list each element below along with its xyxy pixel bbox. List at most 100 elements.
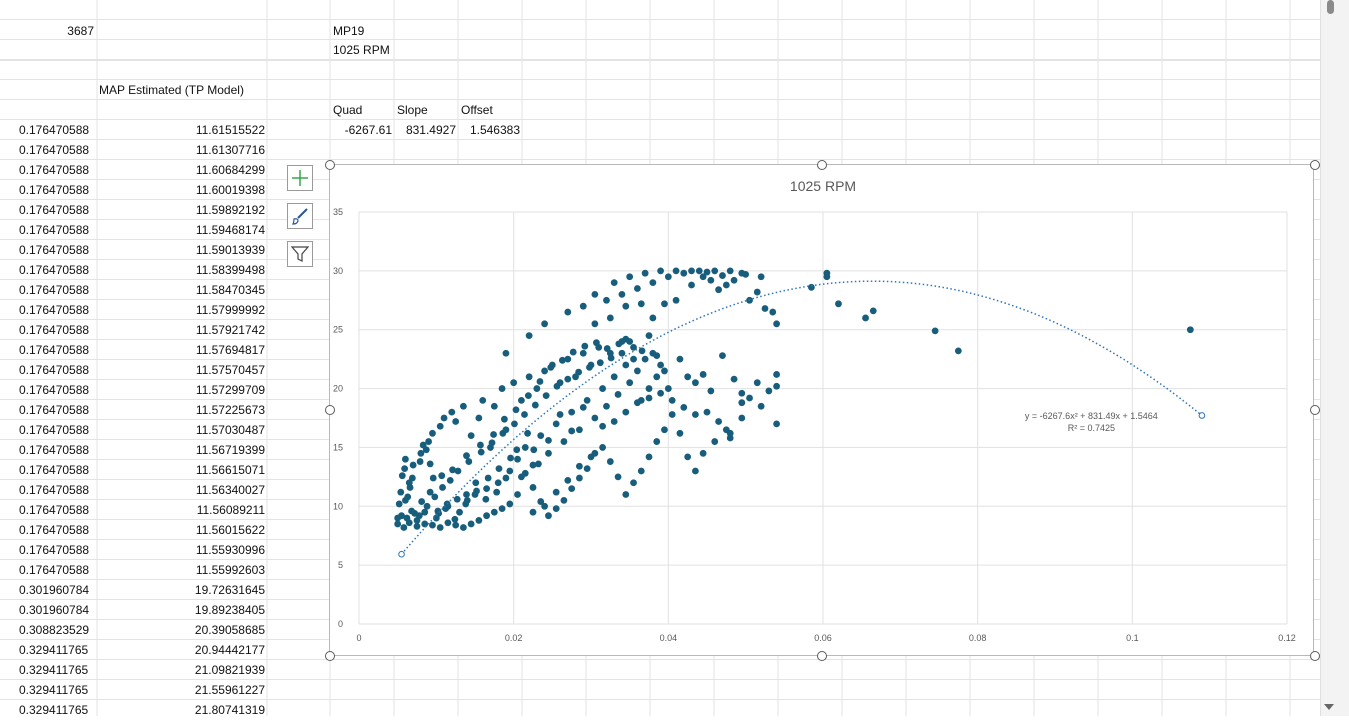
scatter-chart[interactable]: 1025 RPM 0 5 10 15 20 25 30 35 0 0.02 0.04 0.06 0.08 0… <box>329 164 1314 656</box>
table-row-col-b[interactable]: 11.60684299 <box>195 163 265 177</box>
table-row-col-b[interactable]: 11.55930996 <box>195 543 265 557</box>
table-row-col-b[interactable]: 11.57225673 <box>195 403 265 417</box>
cell-quad-value[interactable]: -6267.61 <box>344 123 392 137</box>
table-row-col-a[interactable]: 0.176470588 <box>19 503 90 517</box>
cell-d1[interactable]: MP19 <box>333 24 365 38</box>
table-row-col-b[interactable]: 19.89238405 <box>194 603 265 617</box>
table-row-col-b[interactable]: 19.72631645 <box>194 583 265 597</box>
trendline[interactable] <box>400 280 1203 555</box>
table-row-col-b[interactable]: 11.57299709 <box>195 383 265 397</box>
chart-resize-handle-top-left[interactable] <box>325 160 335 170</box>
chart-resize-handle-bottom-right[interactable] <box>1310 651 1320 661</box>
table-row-col-a[interactable]: 0.176470588 <box>19 403 90 417</box>
table-row-col-a[interactable]: 0.176470588 <box>19 563 90 577</box>
table-row-col-a[interactable]: 0.176470588 <box>19 203 90 217</box>
table-row-col-a[interactable]: 0.176470588 <box>19 423 90 437</box>
table-row-col-b[interactable]: 11.58399498 <box>195 263 265 277</box>
table-row-col-a[interactable]: 0.176470588 <box>19 383 90 397</box>
table-row-col-b[interactable]: 11.57570457 <box>195 363 265 377</box>
cell-offset-value[interactable]: 1.546383 <box>469 123 520 137</box>
table-row-col-b[interactable]: 11.58470345 <box>195 283 265 297</box>
table-row-col-a[interactable]: 0.176470588 <box>19 283 90 297</box>
chart-styles-button[interactable] <box>287 203 313 229</box>
table-row-col-b[interactable]: 11.59468174 <box>195 223 265 237</box>
chart-resize-handle-top-right[interactable] <box>1310 160 1320 170</box>
data-point <box>931 327 939 335</box>
table-row-col-b[interactable]: 21.80741319 <box>194 703 265 717</box>
scroll-down-arrow-icon[interactable] <box>1324 704 1334 710</box>
trendline-r2-label[interactable]: R² = 0.7425 <box>1068 423 1115 433</box>
chart-resize-handle-bottom-left[interactable] <box>325 651 335 661</box>
table-row-col-a[interactable]: 0.176470588 <box>19 343 90 357</box>
table-row-col-b[interactable]: 11.57694817 <box>195 343 265 357</box>
table-row-col-a[interactable]: 0.176470588 <box>19 323 90 337</box>
table-row-col-a[interactable]: 0.176470588 <box>19 223 90 237</box>
table-row-col-a[interactable]: 0.301960784 <box>19 603 90 617</box>
table-row-col-a[interactable]: 0.176470588 <box>19 483 90 497</box>
table-row-col-a[interactable]: 0.308823529 <box>19 623 90 637</box>
data-point <box>773 420 780 428</box>
table-row-col-b[interactable]: 21.55961227 <box>194 683 265 697</box>
data-point <box>423 502 431 510</box>
chart-resize-handle-top[interactable] <box>817 160 827 170</box>
table-row-col-b[interactable]: 11.59013939 <box>195 243 265 257</box>
chart-filters-button[interactable] <box>287 241 313 267</box>
chart-title[interactable]: 1025 RPM <box>790 178 856 194</box>
data-point <box>688 281 695 289</box>
table-row-col-a[interactable]: 0.176470588 <box>19 463 90 477</box>
chart-area[interactable] <box>329 164 1314 656</box>
chart-resize-handle-left[interactable] <box>325 405 335 415</box>
data-point <box>525 332 533 339</box>
table-row-col-b[interactable]: 11.59892192 <box>195 203 265 217</box>
table-row-col-b[interactable]: 11.55992603 <box>195 563 265 577</box>
table-row-col-a[interactable]: 0.329411765 <box>19 643 89 657</box>
data-point <box>488 439 496 447</box>
table-row-col-b[interactable]: 11.56615071 <box>195 463 265 477</box>
cell-d2[interactable]: 1025 RPM <box>333 43 390 57</box>
table-row-col-b[interactable]: 11.61307716 <box>195 143 265 157</box>
cell-b4-column-label[interactable]: MAP Estimated (TP Model) <box>99 83 244 97</box>
table-row-col-b[interactable]: 20.39058685 <box>194 623 265 637</box>
table-row-col-b[interactable]: 11.57999992 <box>195 303 265 317</box>
vertical-scrollbar[interactable] <box>1320 0 1349 716</box>
cell-offset-header[interactable]: Offset <box>461 103 493 117</box>
table-row-col-a[interactable]: 0.176470588 <box>19 183 90 197</box>
table-row-col-a[interactable]: 0.176470588 <box>19 263 90 277</box>
table-row-col-a[interactable]: 0.301960784 <box>19 583 90 597</box>
table-row-col-a[interactable]: 0.176470588 <box>19 543 90 557</box>
chart-elements-button[interactable] <box>287 165 313 191</box>
table-row-col-a[interactable]: 0.176470588 <box>19 363 90 377</box>
y-tick-label: 5 <box>338 560 343 570</box>
table-row-col-b[interactable]: 11.61515522 <box>195 123 265 137</box>
table-row-col-a[interactable]: 0.329411765 <box>19 663 89 677</box>
table-row-col-b[interactable]: 20.94442177 <box>194 643 265 657</box>
table-row-col-b[interactable]: 11.56340027 <box>195 483 265 497</box>
chart-resize-handle-bottom[interactable] <box>817 651 827 661</box>
cell-a1[interactable]: 3687 <box>67 24 94 38</box>
table-row-col-a[interactable]: 0.176470588 <box>19 123 90 137</box>
trendline-end-handle[interactable] <box>398 550 405 558</box>
table-row-col-b[interactable]: 21.09821939 <box>194 663 265 677</box>
table-row-col-a[interactable]: 0.176470588 <box>19 443 90 457</box>
data-point <box>513 446 521 454</box>
cell-quad-header[interactable]: Quad <box>333 103 363 117</box>
table-row-col-a[interactable]: 0.176470588 <box>19 243 90 257</box>
scrollbar-thumb[interactable] <box>1327 0 1334 14</box>
table-row-col-b[interactable]: 11.56015622 <box>195 523 265 537</box>
table-row-col-a[interactable]: 0.329411765 <box>19 683 89 697</box>
cell-slope-value[interactable]: 831.4927 <box>405 123 456 137</box>
table-row-col-b[interactable]: 11.57030487 <box>195 423 265 437</box>
table-row-col-a[interactable]: 0.176470588 <box>19 303 90 317</box>
table-row-col-b[interactable]: 11.60019398 <box>195 183 265 197</box>
chart-resize-handle-right[interactable] <box>1310 405 1320 415</box>
table-row-col-a[interactable]: 0.176470588 <box>19 523 90 537</box>
trendline-end-handle[interactable] <box>1198 412 1206 419</box>
trendline-equation-label[interactable]: y = -6267.6x² + 831.49x + 1.5464 <box>1025 411 1158 421</box>
table-row-col-b[interactable]: 11.56089211 <box>196 503 265 517</box>
table-row-col-b[interactable]: 11.56719399 <box>195 443 265 457</box>
table-row-col-b[interactable]: 11.57921742 <box>195 323 265 337</box>
table-row-col-a[interactable]: 0.329411765 <box>19 703 89 717</box>
table-row-col-a[interactable]: 0.176470588 <box>19 163 90 177</box>
table-row-col-a[interactable]: 0.176470588 <box>19 143 90 157</box>
cell-slope-header[interactable]: Slope <box>397 103 428 117</box>
